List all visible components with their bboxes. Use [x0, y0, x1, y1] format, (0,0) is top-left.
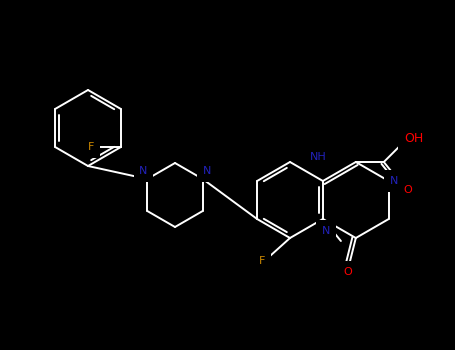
- Text: F: F: [259, 256, 265, 266]
- Text: F: F: [88, 142, 94, 152]
- Text: N: N: [389, 176, 398, 186]
- Text: O: O: [344, 267, 352, 277]
- Text: N: N: [139, 166, 147, 176]
- Text: O: O: [404, 185, 412, 195]
- Text: OH: OH: [404, 132, 424, 145]
- Text: N: N: [202, 166, 211, 176]
- Text: N: N: [322, 226, 330, 236]
- Text: NH: NH: [309, 152, 326, 162]
